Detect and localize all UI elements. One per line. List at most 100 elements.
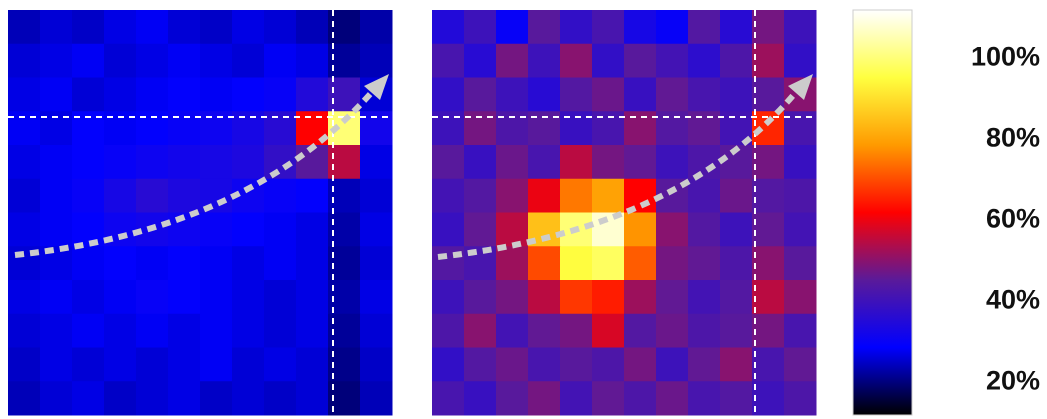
- heatmap-cell: [40, 78, 73, 112]
- heatmap-cell: [496, 246, 529, 280]
- heatmap-cell: [592, 179, 625, 213]
- heatmap-cell: [360, 280, 393, 314]
- heatmap-cell: [72, 314, 105, 348]
- heatmap-cell: [784, 10, 817, 44]
- heatmap-cell: [200, 78, 233, 112]
- heatmap-cell: [136, 145, 169, 179]
- heatmap-cell: [360, 348, 393, 382]
- heatmap-cell: [464, 44, 497, 78]
- heatmap-cell: [264, 145, 297, 179]
- heatmap-cell: [496, 280, 529, 314]
- heatmap-cell: [296, 179, 329, 213]
- heatmap-cell: [624, 78, 657, 112]
- heatmap-cell: [200, 10, 233, 44]
- heatmap-cell: [688, 145, 721, 179]
- heatmap-cell: [136, 246, 169, 280]
- heatmap-cell: [168, 10, 201, 44]
- heatmap-cell: [624, 246, 657, 280]
- heatmap-cell: [72, 145, 105, 179]
- heatmap-cell: [104, 179, 137, 213]
- heatmap-cell: [104, 348, 137, 382]
- heatmap-cell: [688, 213, 721, 247]
- heatmap-cell: [264, 314, 297, 348]
- heatmap-cell: [360, 213, 393, 247]
- heatmap-cell: [136, 179, 169, 213]
- colorbar-tick-label: 100%: [971, 42, 1040, 72]
- heatmap-cell: [464, 10, 497, 44]
- heatmap-cell: [560, 179, 593, 213]
- heatmap-cell: [784, 213, 817, 247]
- heatmap-cell: [720, 246, 753, 280]
- heatmap-cell: [232, 280, 265, 314]
- heatmap-cell: [360, 314, 393, 348]
- heatmap-cell: [720, 10, 753, 44]
- heatmap-cell: [624, 280, 657, 314]
- heatmap-cell: [496, 44, 529, 78]
- heatmap-cell: [200, 381, 233, 415]
- heatmap-cell: [104, 314, 137, 348]
- heatmap-cell: [752, 348, 785, 382]
- heatmap-cell: [104, 381, 137, 415]
- heatmap-cell: [232, 10, 265, 44]
- heatmap-cell: [784, 381, 817, 415]
- heatmap-cell: [8, 314, 41, 348]
- heatmap-cell: [656, 44, 689, 78]
- heatmap-cell: [592, 314, 625, 348]
- heatmap-cell: [432, 78, 465, 112]
- heatmap-cell: [40, 280, 73, 314]
- colorbar-tick-label: 60%: [986, 204, 1040, 234]
- heatmap-cell: [656, 145, 689, 179]
- heatmap-cell: [528, 78, 561, 112]
- heatmap-cell: [464, 381, 497, 415]
- heatmap-cell: [168, 145, 201, 179]
- heatmap-cell: [496, 145, 529, 179]
- heatmap-cell: [720, 348, 753, 382]
- heatmap-cell: [136, 10, 169, 44]
- heatmap-cell: [200, 111, 233, 145]
- heatmap-cell: [464, 179, 497, 213]
- heatmap-cell: [360, 381, 393, 415]
- heatmap-cell: [624, 10, 657, 44]
- heatmap-cell: [360, 246, 393, 280]
- heatmap-cell: [72, 78, 105, 112]
- heatmap-cell: [560, 381, 593, 415]
- heatmap-cell: [496, 314, 529, 348]
- heatmap-cell: [360, 44, 393, 78]
- heatmap-cell: [720, 179, 753, 213]
- heatmap-cell: [688, 179, 721, 213]
- heatmap-cell: [72, 280, 105, 314]
- heatmap-cell: [8, 78, 41, 112]
- heatmap-cell: [232, 44, 265, 78]
- heatmap-cell: [688, 280, 721, 314]
- heatmap-cell: [688, 314, 721, 348]
- heatmap-cell: [656, 213, 689, 247]
- heatmap-cell: [8, 213, 41, 247]
- heatmap-cell: [168, 381, 201, 415]
- heatmap-cell: [8, 348, 41, 382]
- heatmap-cell: [232, 111, 265, 145]
- heatmap-cell: [40, 246, 73, 280]
- heatmap-cell: [168, 44, 201, 78]
- heatmap-cell: [560, 10, 593, 44]
- heatmap-cell: [432, 213, 465, 247]
- heatmap-cell: [72, 246, 105, 280]
- heatmap-cell: [784, 348, 817, 382]
- heatmap-cell: [464, 78, 497, 112]
- heatmap-cell: [592, 10, 625, 44]
- heatmap-cell: [560, 44, 593, 78]
- heatmap-cell: [296, 348, 329, 382]
- heatmap-cell: [72, 10, 105, 44]
- heatmap-cell: [752, 179, 785, 213]
- colorbar-tick-label: 20%: [986, 366, 1040, 396]
- heatmap-cell: [624, 111, 657, 145]
- heatmap-cell: [528, 246, 561, 280]
- heatmap-cell: [296, 246, 329, 280]
- heatmap-cell: [656, 314, 689, 348]
- heatmap-cell: [624, 213, 657, 247]
- heatmap-cell: [200, 246, 233, 280]
- heatmap-cell: [464, 314, 497, 348]
- heatmap-cell: [432, 348, 465, 382]
- heatmaps: [8, 10, 817, 416]
- heatmap-cell: [784, 145, 817, 179]
- heatmap-cell: [168, 314, 201, 348]
